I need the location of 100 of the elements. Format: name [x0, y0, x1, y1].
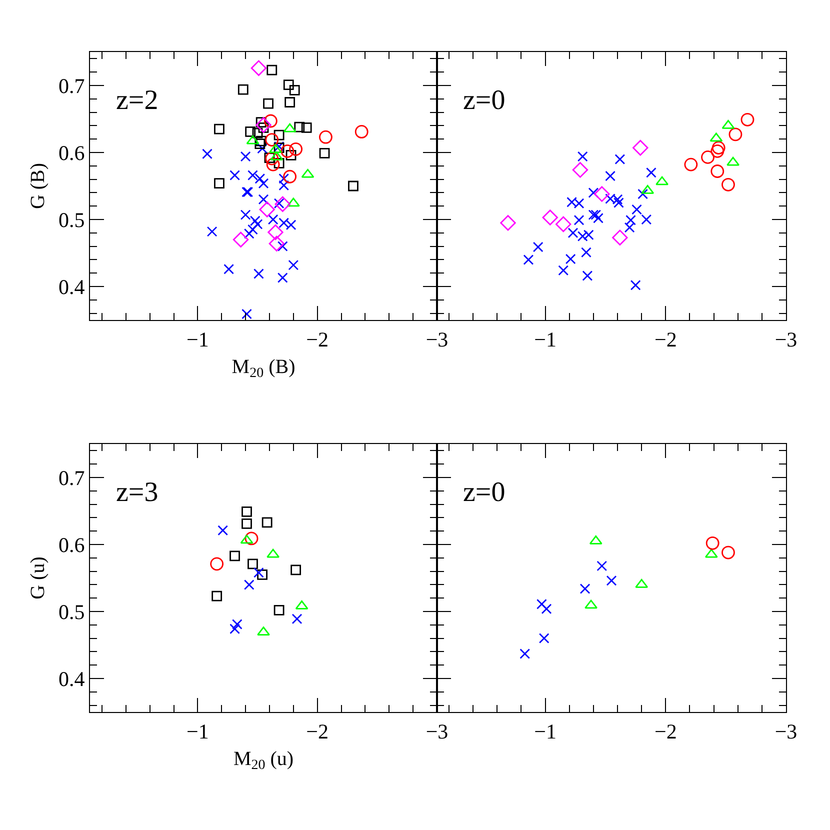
- point: [319, 148, 330, 158]
- point: [256, 117, 272, 133]
- point: [632, 140, 648, 156]
- y-axis-title: G (B): [26, 162, 49, 210]
- point: [263, 98, 274, 109]
- point: [278, 173, 290, 184]
- y-tick-label: 0.6: [58, 532, 85, 557]
- point: [258, 194, 269, 205]
- point: [274, 130, 284, 140]
- point: [656, 176, 669, 186]
- point: [556, 216, 572, 232]
- x-tick-label: −1: [186, 719, 209, 744]
- y-tick-label: 0.4: [58, 274, 86, 299]
- point: [319, 130, 332, 144]
- point: [280, 144, 294, 158]
- point: [214, 178, 224, 189]
- point: [269, 144, 282, 154]
- point: [258, 178, 269, 189]
- point: [590, 210, 602, 220]
- point: [593, 212, 604, 224]
- point: [257, 569, 268, 580]
- point: [289, 142, 303, 156]
- point: [248, 170, 258, 180]
- point: [268, 236, 285, 252]
- point: [254, 268, 264, 279]
- point: [641, 214, 652, 225]
- point: [584, 600, 598, 609]
- y-axis-title: G (u): [26, 556, 49, 600]
- point: [558, 265, 569, 276]
- point: [252, 218, 263, 230]
- point: [242, 518, 252, 529]
- point: [265, 152, 279, 166]
- point: [250, 60, 267, 76]
- point: [630, 280, 641, 290]
- x-tick-label: −1: [534, 327, 556, 352]
- point: [230, 170, 240, 180]
- point: [268, 224, 284, 240]
- point: [722, 178, 735, 192]
- x-tick-label: −2: [654, 327, 677, 352]
- point: [274, 158, 284, 168]
- point: [266, 158, 280, 172]
- x-tick-label: −1: [186, 327, 209, 352]
- point: [274, 604, 284, 616]
- point: [254, 567, 264, 578]
- point: [538, 633, 550, 644]
- point: [232, 619, 242, 630]
- point: [594, 186, 610, 202]
- point: [542, 210, 558, 226]
- point: [240, 210, 251, 220]
- point: [354, 125, 368, 138]
- point: [283, 123, 296, 132]
- point: [572, 162, 588, 178]
- point: [238, 84, 248, 95]
- point: [536, 598, 547, 610]
- point: [286, 150, 296, 160]
- point: [577, 151, 588, 162]
- point: [301, 122, 312, 133]
- point: [684, 158, 698, 172]
- point: [710, 132, 723, 142]
- point: [638, 188, 648, 200]
- y-tick-label: 0.7: [58, 74, 85, 98]
- point: [348, 180, 358, 192]
- point: [589, 535, 602, 544]
- point: [614, 154, 626, 164]
- point: [277, 241, 288, 252]
- point: [565, 254, 576, 264]
- point: [246, 135, 260, 144]
- point: [632, 204, 642, 215]
- y-tick-label: 0.6: [58, 140, 85, 165]
- point: [230, 550, 240, 562]
- point: [626, 214, 636, 226]
- point: [277, 272, 288, 283]
- point: [244, 532, 258, 546]
- point: [264, 114, 278, 128]
- x-tick-label: −3: [426, 719, 448, 744]
- y-tick-label: 0.7: [58, 466, 85, 490]
- point: [500, 215, 516, 231]
- x-tick-label: −2: [654, 719, 677, 744]
- point: [242, 506, 252, 517]
- point: [646, 167, 656, 178]
- annotation: z=0: [463, 85, 506, 116]
- point: [266, 548, 280, 558]
- point: [728, 128, 742, 142]
- point: [596, 560, 608, 572]
- point: [706, 536, 720, 550]
- point: [580, 584, 590, 594]
- annotation: z=0: [463, 477, 506, 508]
- point: [283, 80, 294, 90]
- point: [210, 557, 224, 571]
- x-tick-label: −2: [306, 719, 329, 744]
- point: [295, 600, 308, 610]
- point: [242, 308, 252, 320]
- point: [541, 604, 552, 614]
- point: [294, 122, 305, 132]
- point: [284, 97, 296, 108]
- point: [286, 198, 300, 207]
- point: [252, 128, 263, 138]
- point: [212, 590, 222, 602]
- point: [288, 260, 299, 270]
- point: [256, 136, 266, 146]
